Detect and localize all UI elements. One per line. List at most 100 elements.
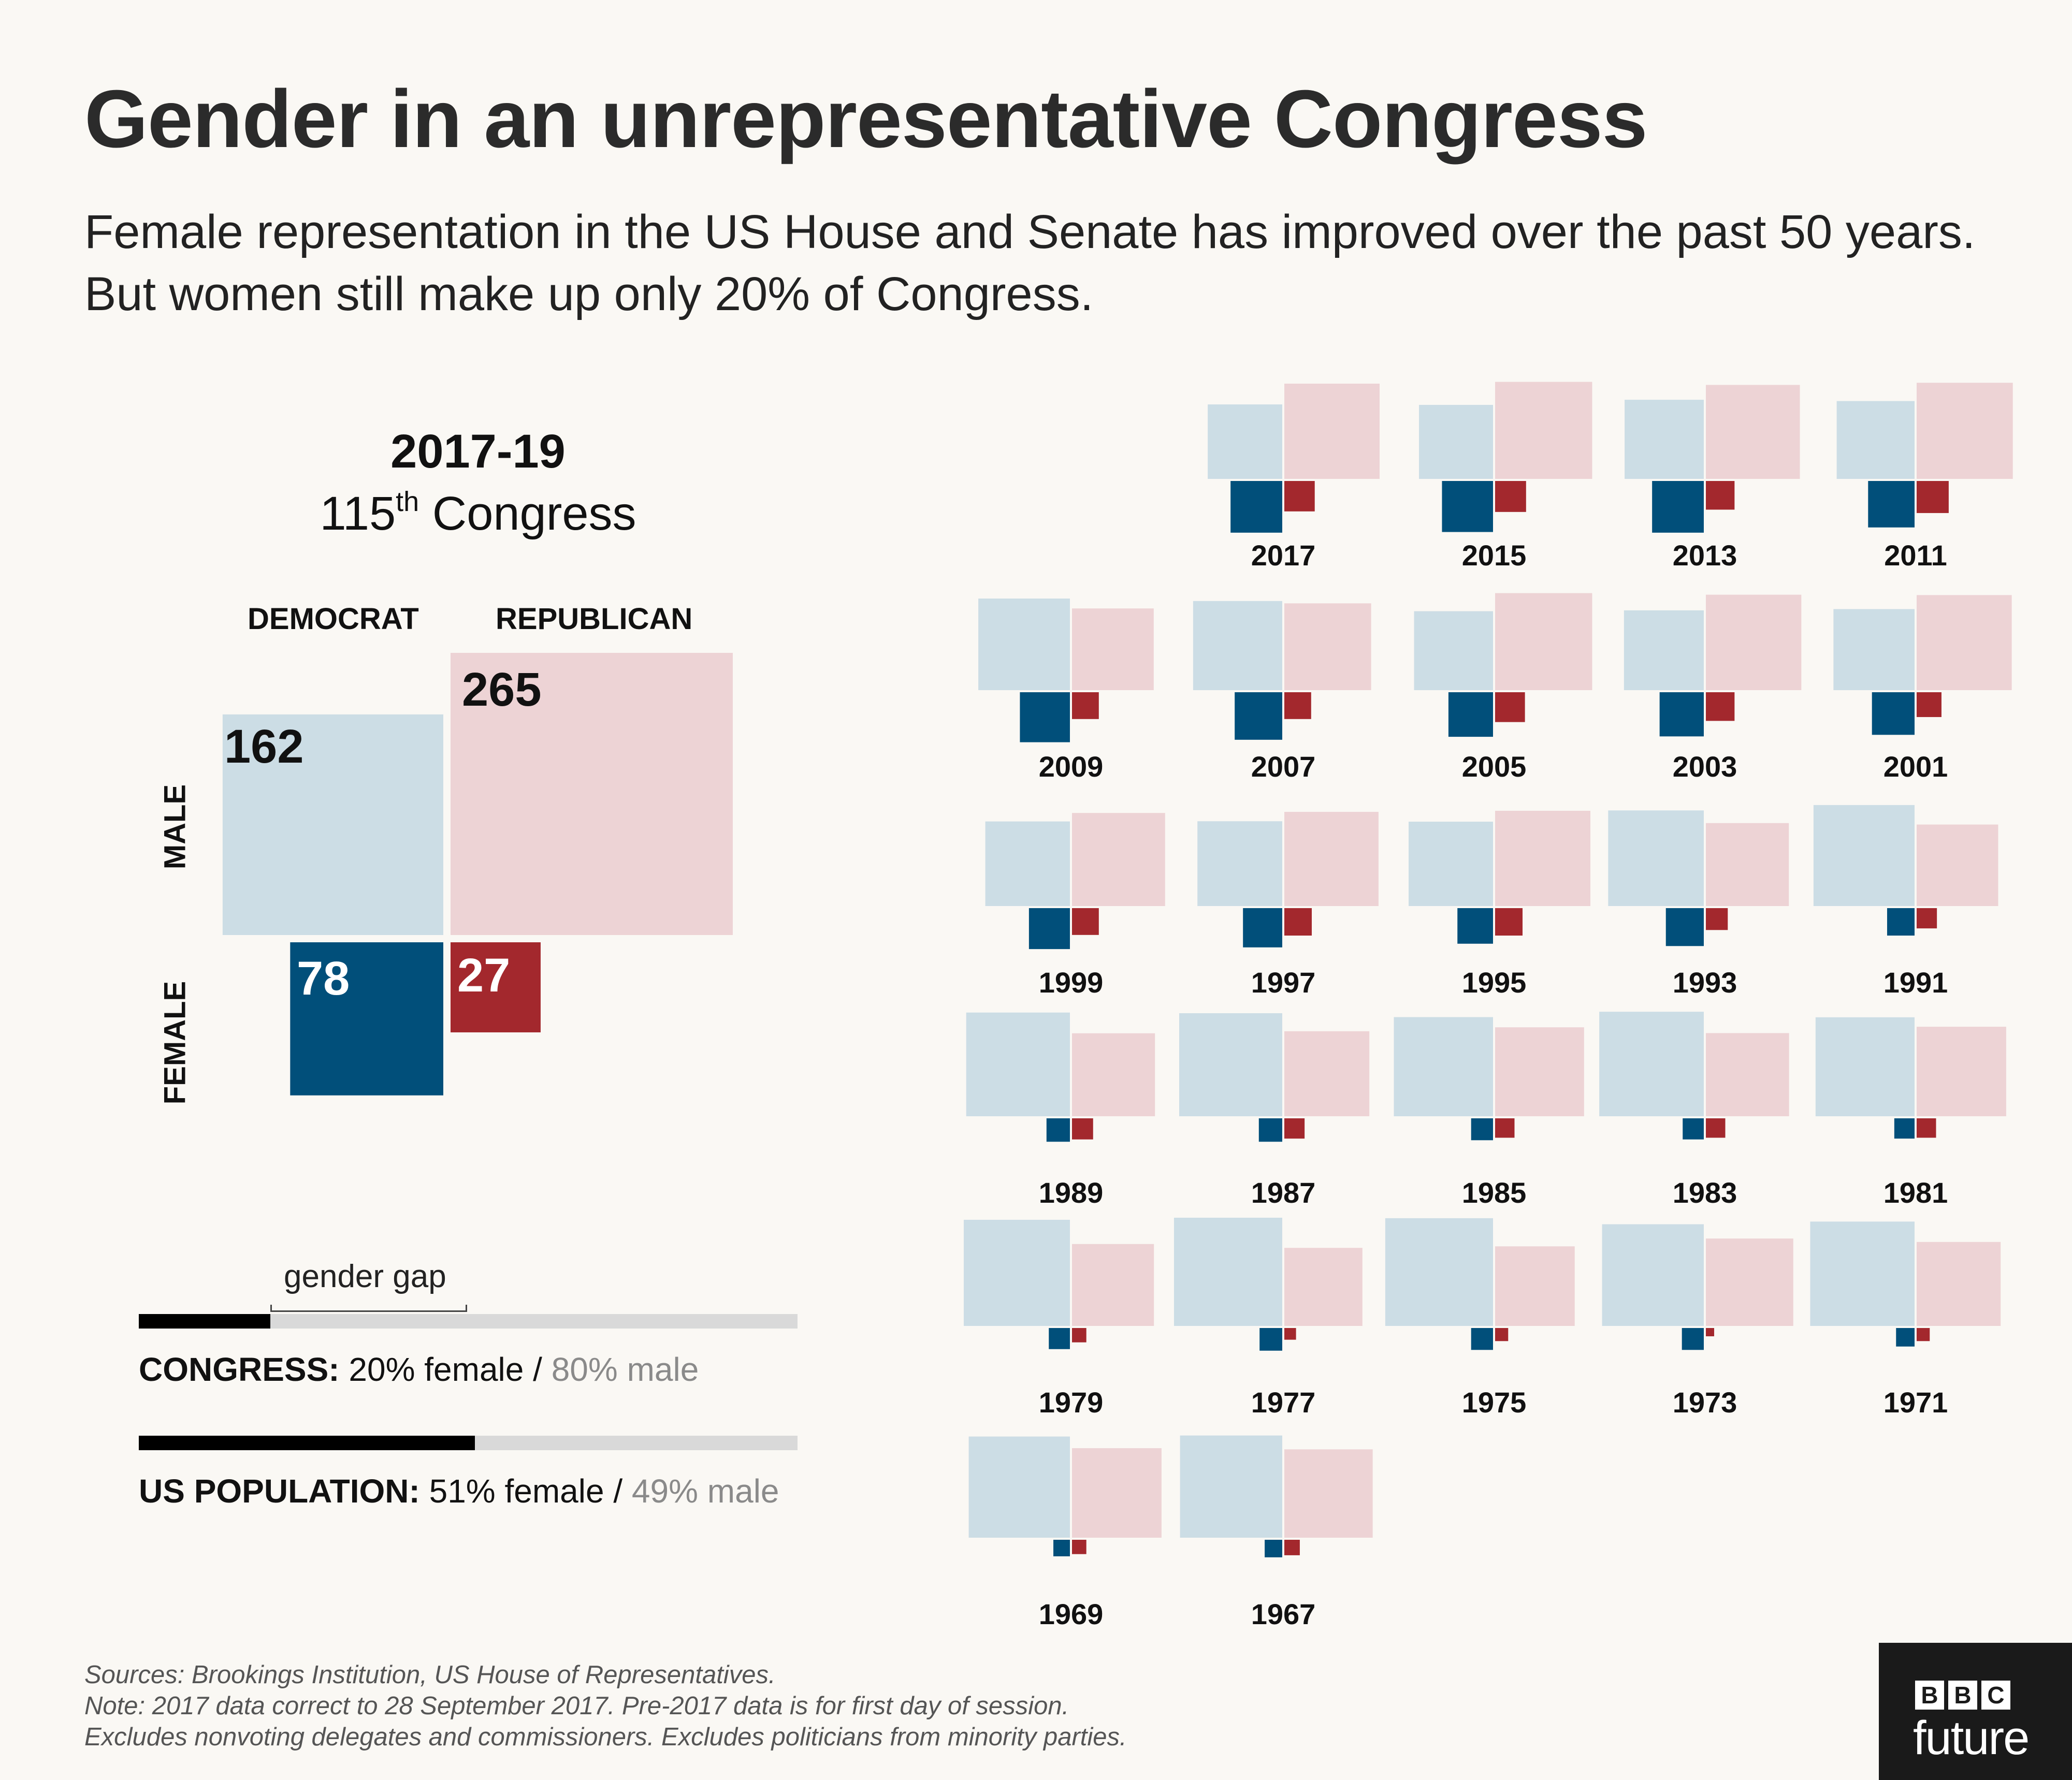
congress-bar-label: CONGRESS: — [139, 1351, 340, 1388]
bbc-block-b2: B — [1948, 1681, 1977, 1710]
bbc-block-b1: B — [1915, 1681, 1944, 1710]
mini-dem-female-1999 — [1028, 908, 1070, 950]
year-label-1997: 1997 — [1251, 966, 1316, 999]
bbc-blocks: B B C — [1915, 1681, 2010, 1710]
mini-dem-male-1979 — [963, 1219, 1070, 1326]
mini-rep-female-1985 — [1495, 1118, 1515, 1138]
mini-dem-female-1985 — [1471, 1118, 1493, 1141]
mini-rep-female-2011 — [1917, 481, 1949, 513]
congress-bar-track — [139, 1314, 798, 1329]
mini-dem-female-1975 — [1471, 1328, 1493, 1350]
mini-dem-male-1997 — [1197, 821, 1282, 906]
mini-rep-male-1979 — [1072, 1244, 1154, 1326]
mini-rep-male-1969 — [1072, 1448, 1162, 1538]
mini-rep-female-1979 — [1072, 1328, 1086, 1343]
gender-gap-label: gender gap — [284, 1259, 446, 1294]
congress-word: Congress — [432, 487, 636, 540]
congress-number: 115 — [320, 487, 396, 540]
mini-rep-female-1989 — [1072, 1118, 1093, 1140]
mini-dem-male-2007 — [1193, 601, 1282, 690]
population-bar-text: US POPULATION: 51% female / 49% male — [139, 1472, 779, 1510]
bbc-future-word: future — [1913, 1712, 2030, 1764]
mini-rep-male-1995 — [1495, 811, 1590, 906]
year-label-2001: 2001 — [1883, 750, 1948, 783]
mini-rep-male-2011 — [1917, 383, 2013, 479]
mini-dem-male-2003 — [1624, 610, 1704, 690]
mini-rep-male-2015 — [1495, 382, 1592, 479]
mini-dem-male-1969 — [968, 1436, 1070, 1538]
mini-dem-male-2017 — [1208, 404, 1282, 479]
mini-rep-female-1977 — [1284, 1328, 1296, 1340]
mini-dem-male-2001 — [1833, 609, 1915, 690]
mini-rep-male-1987 — [1284, 1031, 1370, 1116]
column-label-republican: REPUBLICAN — [496, 602, 693, 636]
mini-dem-female-2015 — [1442, 481, 1493, 532]
mini-dem-female-2003 — [1659, 692, 1704, 737]
mini-dem-female-1969 — [1053, 1540, 1070, 1556]
year-label-1981: 1981 — [1883, 1176, 1948, 1209]
year-label-2007: 2007 — [1251, 750, 1316, 783]
mini-dem-male-2013 — [1625, 400, 1704, 479]
mini-rep-female-1987 — [1284, 1118, 1305, 1139]
mini-dem-male-1983 — [1599, 1012, 1704, 1116]
excludes-line: Excludes nonvoting delegates and commiss… — [84, 1723, 1127, 1751]
mini-rep-male-1989 — [1072, 1033, 1155, 1116]
year-label-1971: 1971 — [1883, 1386, 1948, 1419]
year-label-1977: 1977 — [1251, 1386, 1316, 1419]
population-bar-track — [139, 1436, 798, 1450]
mini-rep-female-2017 — [1284, 481, 1315, 512]
mini-dem-female-1971 — [1896, 1328, 1915, 1347]
mini-dem-female-2013 — [1652, 481, 1704, 533]
year-label-1973: 1973 — [1673, 1386, 1737, 1419]
mini-dem-female-1997 — [1243, 908, 1282, 947]
mini-rep-female-2007 — [1284, 692, 1311, 719]
mini-rep-female-1995 — [1495, 908, 1523, 936]
mini-rep-male-2017 — [1284, 384, 1380, 479]
year-label-1999: 1999 — [1039, 966, 1104, 999]
mini-dem-female-2005 — [1448, 692, 1493, 737]
value-label-dem-male: 162 — [224, 720, 304, 773]
gender-gap-bracket — [270, 1305, 467, 1312]
mini-dem-female-1979 — [1049, 1328, 1070, 1349]
square-dem-female — [290, 942, 443, 1096]
mini-rep-male-2007 — [1284, 603, 1371, 690]
square-dem-male — [222, 714, 443, 935]
mini-dem-male-1967 — [1180, 1435, 1282, 1538]
mini-dem-female-1981 — [1894, 1118, 1915, 1139]
chart-subtitle: Female representation in the US House an… — [84, 206, 1976, 320]
year-label-1987: 1987 — [1251, 1176, 1316, 1209]
year-label-1975: 1975 — [1462, 1386, 1527, 1419]
year-label-2003: 2003 — [1673, 750, 1737, 783]
year-label-1991: 1991 — [1883, 966, 1948, 999]
mini-rep-female-1975 — [1495, 1328, 1509, 1341]
mini-dem-female-2001 — [1872, 692, 1915, 735]
mini-rep-female-1971 — [1917, 1328, 1930, 1341]
mini-rep-male-1999 — [1072, 813, 1165, 906]
mini-dem-female-2009 — [1020, 692, 1070, 742]
square-rep-female — [451, 942, 541, 1032]
mini-rep-female-1999 — [1072, 908, 1099, 935]
value-label-rep-male: 265 — [462, 663, 542, 716]
mini-rep-male-1991 — [1917, 824, 1998, 906]
mini-rep-female-2003 — [1706, 692, 1735, 721]
sources-line: Sources: Brookings Institution, US House… — [84, 1661, 776, 1689]
mini-rep-female-1991 — [1917, 908, 1937, 929]
mini-rep-male-1983 — [1706, 1033, 1789, 1116]
mini-dem-female-1991 — [1887, 908, 1915, 936]
mini-dem-male-1973 — [1602, 1224, 1704, 1326]
sources-note: Sources: Brookings Institution, US House… — [84, 1659, 1534, 1753]
year-label-1979: 1979 — [1039, 1386, 1104, 1419]
bbc-block-c: C — [1981, 1681, 2010, 1710]
year-label-2005: 2005 — [1462, 750, 1527, 783]
mini-rep-female-1993 — [1706, 908, 1728, 930]
mini-dem-male-2005 — [1414, 611, 1493, 690]
mini-dem-female-1973 — [1682, 1328, 1704, 1350]
mini-dem-male-1989 — [966, 1012, 1070, 1116]
mini-dem-female-1983 — [1683, 1118, 1704, 1140]
value-label-rep-female: 27 — [457, 949, 511, 1002]
value-label-dem-female: 78 — [297, 952, 350, 1005]
mini-dem-male-2009 — [978, 599, 1070, 690]
mini-dem-female-2017 — [1230, 481, 1282, 533]
mini-dem-male-2011 — [1836, 401, 1915, 479]
mini-rep-female-2001 — [1917, 692, 1941, 717]
